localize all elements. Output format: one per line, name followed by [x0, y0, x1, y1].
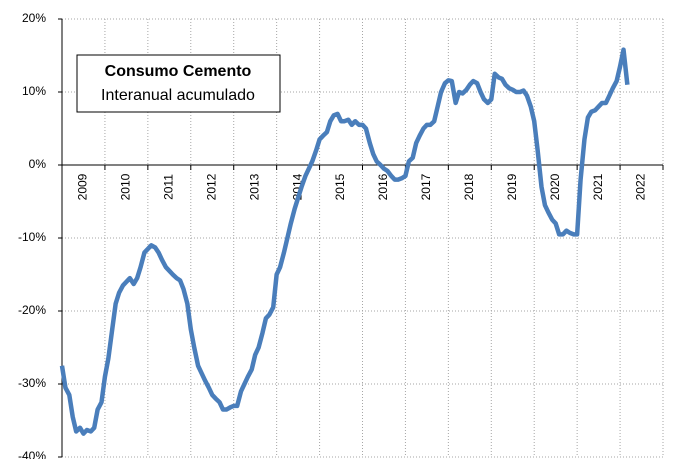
chart-subtitle: Interanual acumulado: [101, 87, 255, 104]
y-tick-label: 0%: [29, 157, 47, 171]
y-tick-label: 20%: [22, 11, 46, 25]
y-tick-label: -40%: [18, 449, 46, 459]
title-box: [76, 54, 281, 113]
y-tick-label: -20%: [18, 303, 46, 317]
chart-title: Consumo Cemento: [105, 63, 252, 80]
x-tick-label: 2016: [376, 173, 390, 200]
x-tick-label: 2012: [204, 173, 218, 200]
y-tick-label: -30%: [18, 376, 46, 390]
x-tick-label: 2022: [634, 173, 648, 200]
x-tick-label: 2015: [333, 173, 347, 200]
x-tick-label: 2019: [505, 173, 519, 200]
x-tick-label: 2010: [119, 173, 133, 200]
x-tick-label: 2013: [247, 173, 261, 200]
x-tick-label: 2011: [161, 174, 175, 200]
y-tick-label: 10%: [22, 84, 46, 98]
x-tick-label: 2020: [548, 173, 562, 200]
x-tick-label: 2009: [76, 173, 90, 200]
x-tick-label: 2018: [462, 173, 476, 200]
y-tick-label: -10%: [18, 230, 46, 244]
x-tick-label: 2017: [419, 173, 433, 200]
data-line: [59, 47, 630, 436]
x-tick-label: 2021: [591, 173, 605, 200]
